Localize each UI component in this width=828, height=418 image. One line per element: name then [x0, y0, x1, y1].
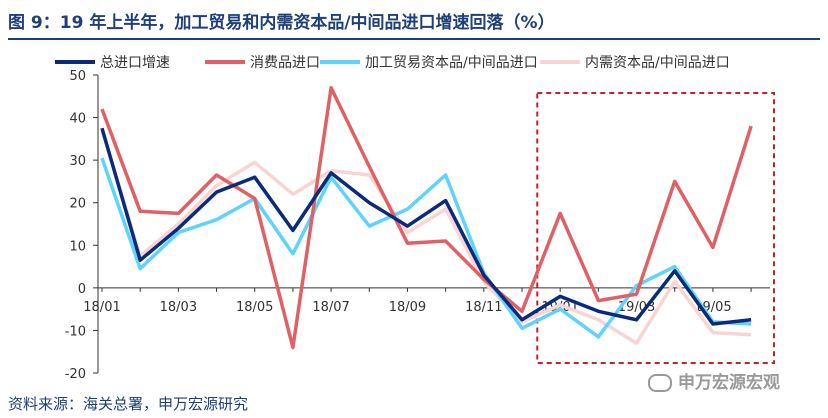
- watermark: 申万宏源宏观: [648, 368, 780, 393]
- x-tick-label: 18/05: [236, 300, 273, 315]
- x-tick-label: 19/03: [618, 300, 655, 315]
- x-tick-label: 18/07: [312, 300, 349, 315]
- series-line: [100, 86, 753, 350]
- y-tick-label: 30: [69, 154, 86, 169]
- series-line: [100, 127, 752, 326]
- x-tick-label: 18/03: [160, 300, 197, 315]
- series-line: [100, 129, 752, 345]
- y-tick-label: -10: [65, 324, 86, 339]
- legend-label: 加工贸易资本品/中间品进口: [365, 55, 538, 71]
- series-line: [100, 157, 752, 339]
- y-tick-label: 20: [69, 197, 86, 212]
- x-tick-label: 18/11: [465, 300, 502, 315]
- y-tick-label: -20: [65, 367, 86, 382]
- source-note: 资料来源：海关总署，申万宏源研究: [8, 395, 249, 413]
- title-divider: [8, 38, 820, 40]
- x-tick-label: 18/01: [83, 300, 120, 315]
- wechat-icon: [648, 374, 672, 392]
- chart-title: 图 9：19 年上半年，加工贸易和内需资本品/中间品进口增速回落（%）: [8, 13, 555, 33]
- y-tick-label: 0: [78, 282, 86, 297]
- watermark-text: 申万宏源宏观: [678, 373, 780, 393]
- y-tick-label: 50: [69, 69, 86, 84]
- legend-label: 总进口增速: [100, 55, 170, 71]
- x-tick-label: 18/09: [389, 300, 426, 315]
- line-chart: -20 -10 0 10 20 30 40 50 18/01 18/03 18/05 18/07 18/…: [55, 55, 775, 382]
- highlight-box: [536, 92, 775, 364]
- y-tick-label: 40: [69, 112, 86, 127]
- legend-label: 内需资本品/中间品进口: [585, 55, 730, 71]
- legend-label: 消费品进口: [250, 55, 320, 71]
- y-tick-label: 10: [69, 239, 86, 254]
